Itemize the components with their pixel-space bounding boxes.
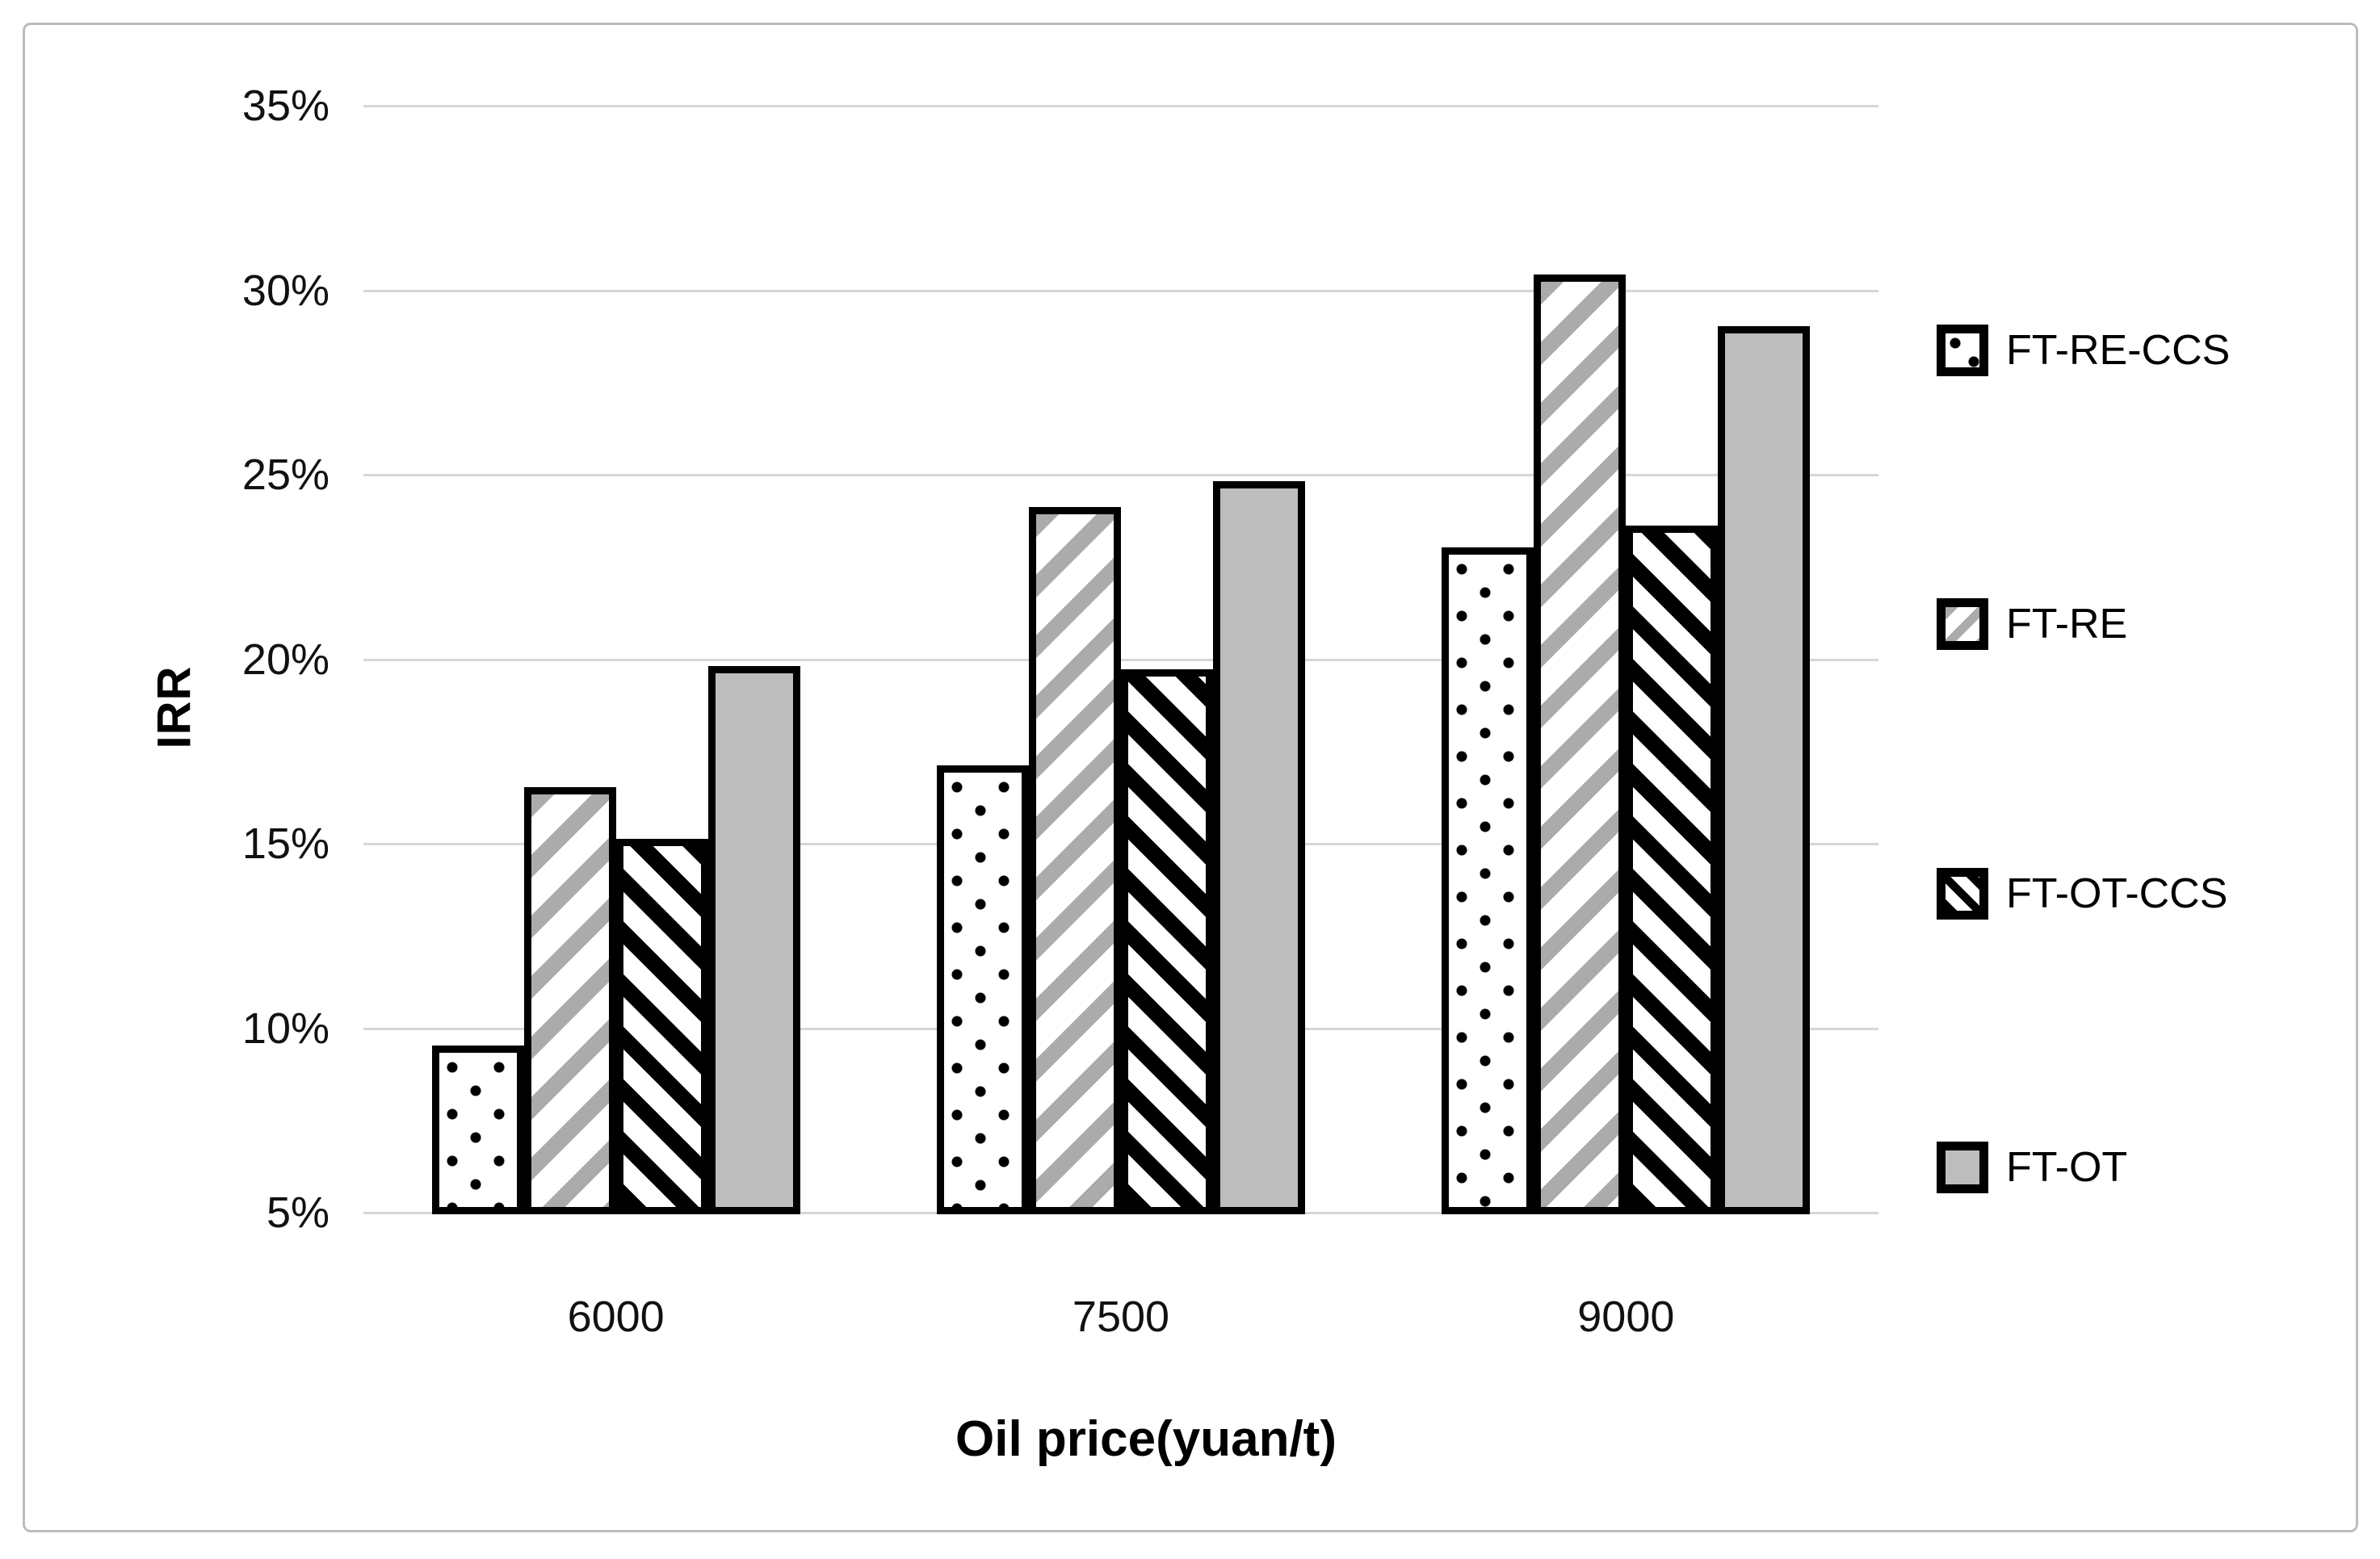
- bar-FT-RE-6000: [523, 787, 616, 1214]
- bar-FT-OT-CCS-7500: [1121, 669, 1213, 1214]
- y-tick-label-15%: 15%: [241, 819, 330, 868]
- gridline-25%: [363, 474, 1878, 476]
- y-tick-label-20%: 20%: [241, 635, 330, 684]
- bar-FT-RE-9000: [1534, 275, 1627, 1214]
- bar-FT-OT-9000: [1718, 326, 1811, 1214]
- x-axis-title: Oil price(yuan/t): [955, 1411, 1337, 1467]
- bar-FT-OT-7500: [1213, 481, 1305, 1214]
- plot-area: [363, 105, 1878, 1214]
- gridline-35%: [363, 105, 1878, 107]
- legend-item-FT-OT: FT-OT: [1937, 1142, 2127, 1193]
- x-tick-label-7500: 7500: [1072, 1293, 1170, 1341]
- legend-label: FT-RE-CCS: [2006, 327, 2231, 374]
- bar-FT-RE-CCS-9000: [1442, 547, 1534, 1214]
- legend-item-FT-RE: FT-RE: [1937, 598, 2127, 650]
- x-tick-label-9000: 9000: [1577, 1293, 1675, 1341]
- legend-swatch-dots-icon: [1937, 325, 1988, 376]
- bar-FT-RE-CCS-7500: [937, 765, 1029, 1214]
- bar-FT-OT-6000: [707, 665, 800, 1214]
- legend-swatch-diag-up-gray-icon: [1937, 598, 1988, 650]
- legend-item-FT-OT-CCS: FT-OT-CCS: [1937, 868, 2227, 920]
- x-tick-label-6000: 6000: [567, 1293, 665, 1341]
- y-tick-label-25%: 25%: [241, 451, 330, 499]
- y-tick-label-30%: 30%: [241, 266, 330, 315]
- gridline-20%: [363, 658, 1878, 661]
- bar-FT-RE-7500: [1029, 507, 1121, 1214]
- bar-FT-OT-CCS-6000: [615, 839, 708, 1214]
- legend-label: FT-RE: [2006, 601, 2128, 647]
- bar-FT-OT-CCS-9000: [1626, 525, 1719, 1214]
- legend-label: FT-OT: [2006, 1144, 2128, 1191]
- y-tick-label-35%: 35%: [241, 82, 330, 130]
- legend-item-FT-RE-CCS: FT-RE-CCS: [1937, 325, 2230, 376]
- gridline-30%: [363, 289, 1878, 292]
- bar-FT-RE-CCS-6000: [431, 1046, 524, 1214]
- y-tick-label-10%: 10%: [241, 1004, 330, 1053]
- y-tick-label-5%: 5%: [266, 1188, 330, 1237]
- legend-swatch-diag-down-black-icon: [1937, 868, 1988, 920]
- legend-swatch-solid-gray-icon: [1937, 1142, 1988, 1193]
- legend-label: FT-OT-CCS: [2006, 870, 2228, 917]
